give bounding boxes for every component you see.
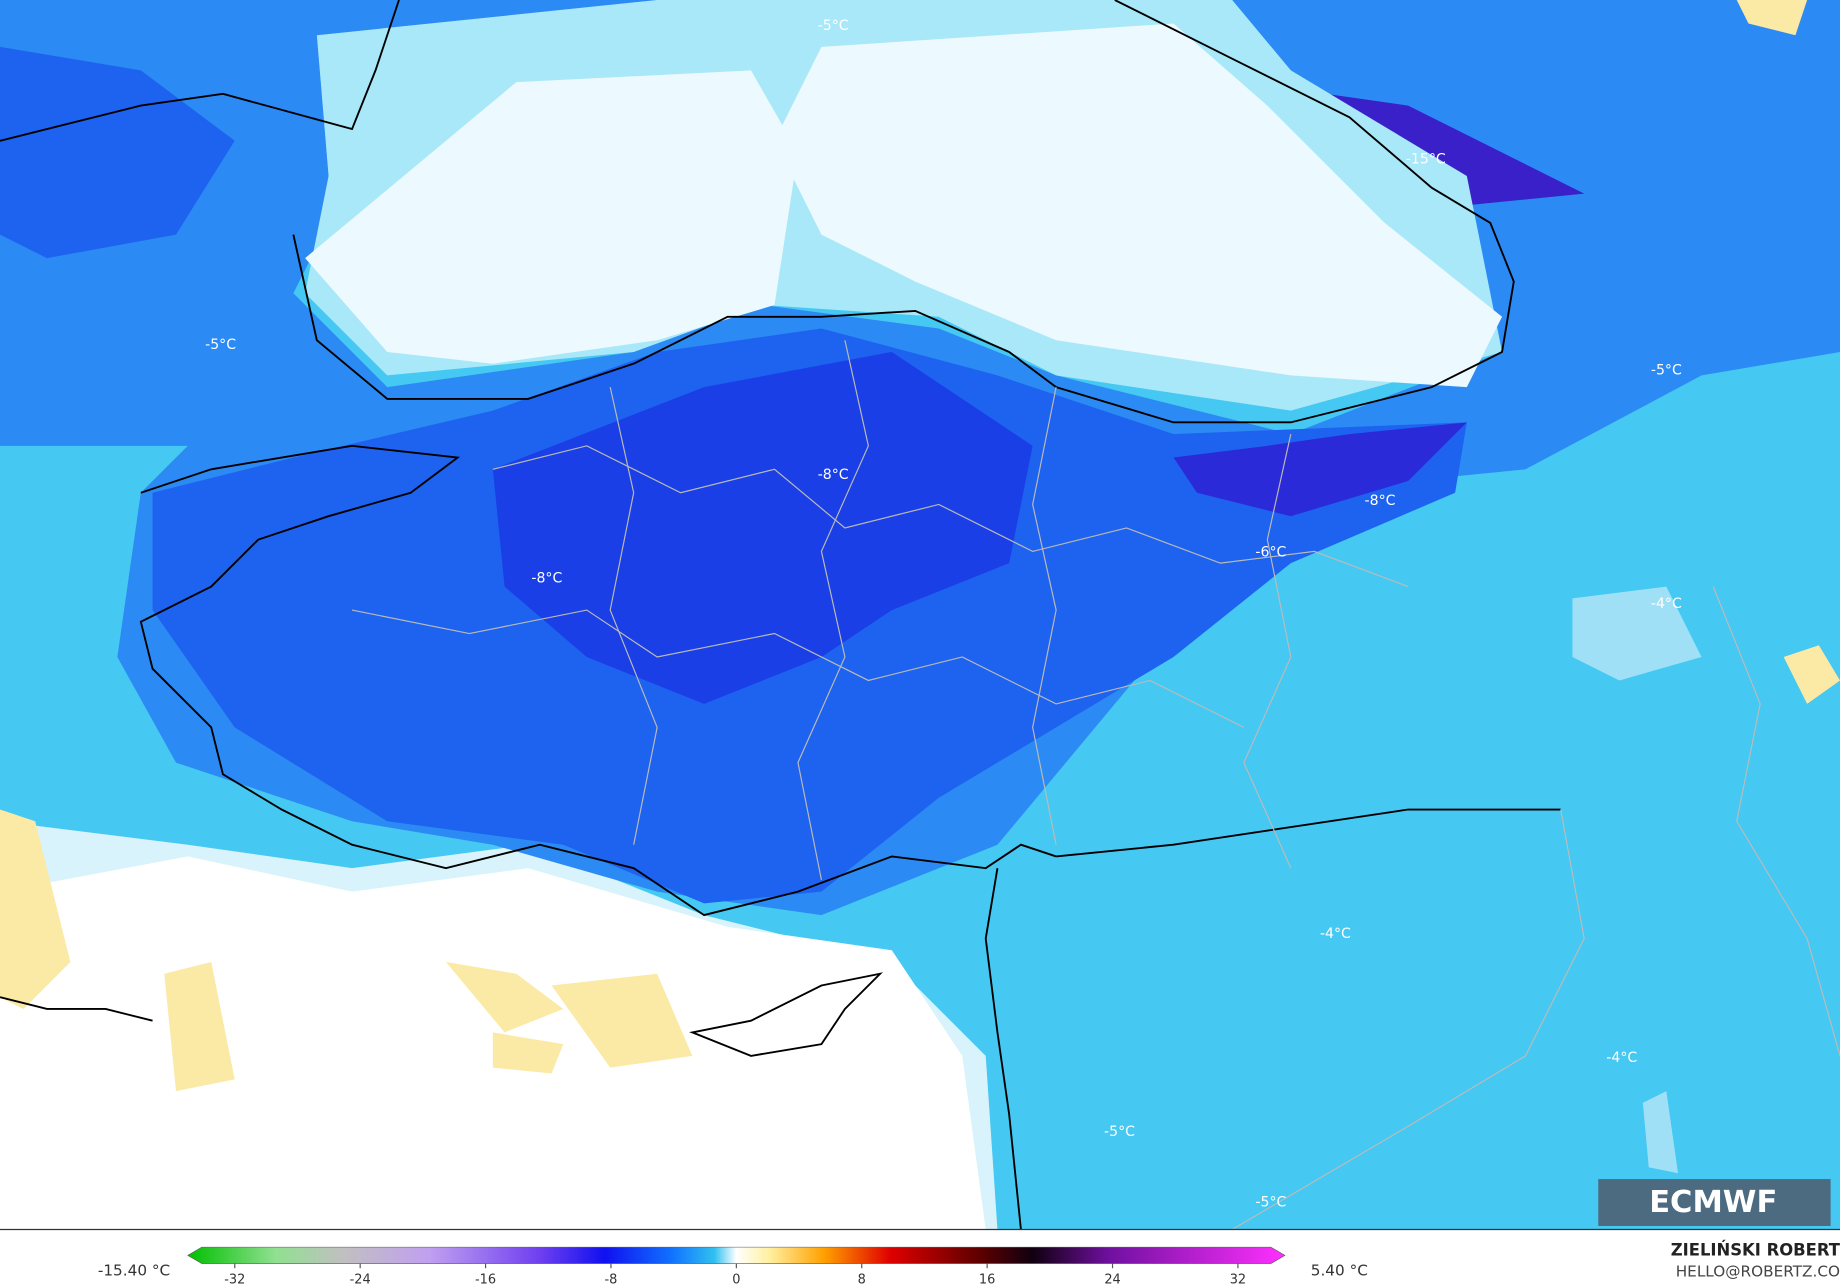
- temperature-label: -6°C: [1255, 545, 1286, 561]
- temperature-label: -8°C: [531, 570, 562, 586]
- temperature-label: -4°C: [1606, 1050, 1637, 1066]
- temperature-label: -8°C: [1365, 493, 1396, 509]
- author-name: ZIELIŃSKI ROBERT: [1671, 1240, 1840, 1259]
- temperature-label: -5°C: [1255, 1195, 1286, 1211]
- map-field: [0, 0, 1840, 1230]
- colorbar-tick-label: 16: [979, 1272, 995, 1287]
- colorbar-tick-label: -32: [224, 1272, 245, 1287]
- colorbar-tick-label: -16: [475, 1272, 496, 1287]
- colorbar-tick-label: -8: [605, 1272, 618, 1287]
- colorbar-tick-label: 24: [1104, 1272, 1120, 1287]
- colorbar-tick-label: 0: [732, 1272, 740, 1287]
- logo-box: [1598, 1179, 1831, 1226]
- temperature-label: -4°C: [1651, 596, 1682, 612]
- colorbar-gradient: [187, 1246, 1286, 1264]
- temperature-label: -5°C: [1104, 1124, 1135, 1140]
- borders: [351, 340, 1840, 1231]
- temperature-label: -5°C: [1651, 363, 1682, 379]
- coastlines: [0, 0, 1561, 1230]
- temperature-label: -5°C: [818, 18, 849, 34]
- colorbar-tick-label: -24: [350, 1272, 371, 1287]
- colorbar: -15.40 °C 5.40 °C -32 -24 -16 -8 0 8 16 24 32: [98, 1246, 1368, 1287]
- colorbar-tick-label: 8: [858, 1272, 866, 1287]
- temperature-label: -4°C: [1320, 926, 1351, 942]
- colorbar-max: 5.40 °C: [1311, 1261, 1368, 1279]
- logo: ECMWF: [1649, 1185, 1777, 1220]
- author-email: HELLO@ROBERTZ.CO: [1676, 1262, 1840, 1280]
- temperature-label: -5°C: [205, 337, 236, 353]
- temperature-label: -15°C: [1406, 152, 1446, 168]
- map-labels: -5°C -15°C -5°C -5°C -8°C -8°C -8°C -6°C -4°C -4°…: [205, 18, 1682, 1211]
- colorbar-min: -15.40 °C: [98, 1261, 170, 1279]
- temperature-label: -8°C: [818, 467, 849, 483]
- colorbar-tick-label: 32: [1230, 1272, 1246, 1287]
